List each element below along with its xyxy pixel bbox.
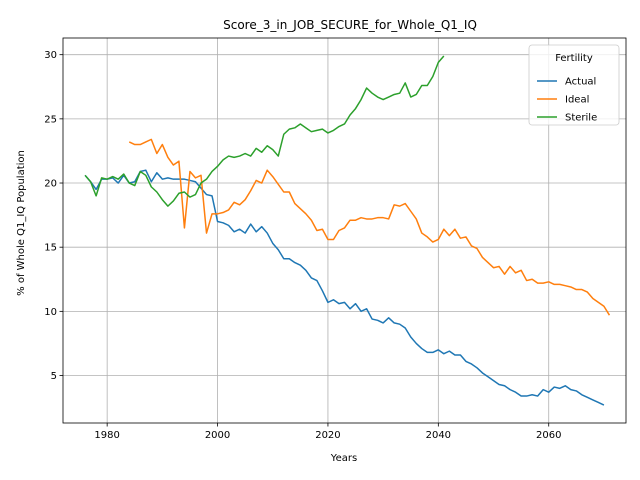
y-tick-label: 10: [44, 307, 57, 318]
y-tick-label: 15: [44, 243, 57, 254]
series-line-actual: [84, 169, 605, 406]
legend: Fertility Actual Ideal Sterile: [528, 44, 620, 126]
legend-title: Fertility: [555, 53, 593, 64]
y-tick-label: 5: [51, 371, 57, 382]
legend-label-ideal: Ideal: [565, 95, 589, 106]
y-tick-label: 25: [44, 114, 57, 125]
y-tick-label: 20: [44, 179, 57, 190]
x-axis-label: Years: [330, 453, 357, 464]
x-tick-label: 2020: [315, 430, 340, 441]
plot-frame: [62, 37, 627, 424]
series-line-sterile: [84, 55, 445, 207]
y-axis-label: % of Whole Q1_IQ Population: [16, 150, 27, 296]
legend-label-actual: Actual: [565, 77, 596, 88]
legend-label-sterile: Sterile: [565, 113, 597, 124]
y-axis-ticks: 5 10 15 20 25 30: [44, 50, 63, 382]
chart-title: Score_3_in_JOB_SECURE_for_Whole_Q1_IQ: [223, 18, 477, 32]
series-lines: [84, 55, 611, 406]
x-tick-label: 2040: [426, 430, 451, 441]
y-tick-label: 30: [44, 50, 57, 61]
x-tick-label: 2060: [536, 430, 561, 441]
legend-box: [528, 44, 620, 126]
x-tick-label: 1980: [94, 430, 119, 441]
x-tick-label: 2000: [205, 430, 230, 441]
x-axis-ticks: 1980 2000 2020 2040 2060: [94, 423, 561, 441]
series-line-ideal: [128, 138, 611, 316]
